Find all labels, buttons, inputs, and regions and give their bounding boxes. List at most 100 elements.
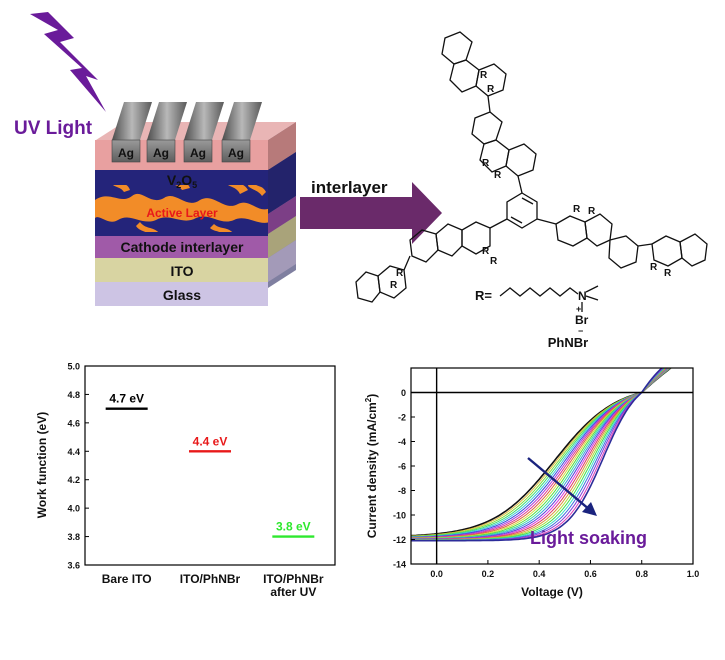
side-chain-label: R=: [475, 288, 492, 303]
chart1-y-axis: 3.6 3.8 4.0 4.2 4.4 4.6 4.8 5.0: [67, 362, 89, 571]
lightning-bolt-icon: [30, 12, 106, 112]
interlayer-label: interlayer: [311, 178, 388, 197]
work-function-chart: 3.6 3.8 4.0 4.2 4.4 4.6 4.8 5.0 4.7 eV 4.4 eV 3.8…: [35, 362, 336, 599]
substituent-r-11: R: [396, 268, 404, 279]
chart2-x-axis-label: Voltage (V): [521, 585, 583, 599]
jv-curve: [411, 368, 668, 540]
chart1-frame: [84, 365, 336, 566]
ag-label-2: Ag: [153, 146, 169, 160]
minus-charge-label: −: [578, 326, 583, 336]
chart2-y-tick-label: -2: [398, 413, 406, 423]
chart2-y-axis-label: Current density (mA/cm2): [364, 394, 379, 538]
v2o5-label: V2O5: [167, 172, 197, 190]
jv-curve: [411, 368, 669, 540]
chart1-category-label: Bare ITO: [102, 572, 152, 586]
interlayer-arrow: [300, 182, 442, 244]
work-function-value-label: 4.7 eV: [109, 392, 144, 406]
substituent-r-10: R: [664, 268, 672, 279]
chart2-x-tick-label: 0.8: [635, 569, 648, 579]
jv-curve: [411, 368, 670, 539]
phnbr-molecule: [355, 31, 708, 312]
ito-side: [268, 216, 296, 258]
chart1-y-tick-label: 3.8: [67, 532, 80, 542]
substituent-r-4: R: [494, 170, 502, 181]
chart2-axes: 0.0 0.2 0.4 0.6 0.8 1.0 -14 -12 -10 -8 -6 -4 -2 0: [393, 368, 699, 579]
substituent-r-12: R: [390, 280, 398, 291]
glass-label: Glass: [163, 287, 201, 303]
jv-curve: [411, 368, 663, 542]
chart1-y-tick-label: 3.6: [67, 561, 80, 571]
jv-curve: [411, 368, 671, 538]
chart2-x-tick-label: 0.6: [584, 569, 597, 579]
substituent-r-7: R: [482, 246, 490, 257]
light-soaking-arrow: [527, 457, 591, 511]
ito-layer: [95, 258, 268, 282]
chart2-y-tick-label: -8: [398, 486, 406, 496]
v2o5-side: [268, 122, 296, 170]
active-side: [268, 152, 296, 214]
glass-side: [268, 240, 296, 282]
light-soaking-label: Light soaking: [530, 528, 647, 548]
cathode-side: [268, 196, 296, 234]
chart2-x-tick-label: 0.0: [430, 569, 443, 579]
chart2-y-tick-label: -14: [393, 560, 406, 570]
ito-label: ITO: [170, 263, 193, 279]
ag-label-4: Ag: [228, 146, 244, 160]
chart2-y-tick-label: -4: [398, 437, 406, 447]
molecule-name: PhNBr: [548, 335, 588, 350]
chart1-marks: 4.7 eV 4.4 eV 3.8 eV: [105, 392, 315, 538]
ag-label-1: Ag: [118, 146, 134, 160]
plus-charge-label: +: [576, 304, 581, 314]
chart1-category-label: ITO/PhNBr: [180, 572, 241, 586]
chart2-y-tick-label: -10: [393, 511, 406, 521]
jv-curve: [411, 368, 669, 540]
chart2-y-tick-label: -12: [393, 535, 406, 545]
uv-light-label: UV Light: [14, 118, 93, 139]
ag-electrodes: [111, 102, 262, 163]
substituent-r-9: R: [650, 262, 658, 273]
substituent-r-2: R: [487, 84, 495, 95]
active-layer-label: Active Layer: [146, 206, 218, 220]
ag-label-3: Ag: [190, 146, 206, 160]
jv-curve: [411, 368, 671, 538]
chart1-y-tick-label: 4.6: [67, 418, 80, 428]
device-stack: Ag Ag Ag Ag V2O5 Active Layer Cathode in…: [95, 102, 296, 306]
jv-curve: [411, 368, 670, 539]
chart1-category-label: ITO/PhNBr: [263, 572, 324, 586]
nitrogen-label: N: [578, 289, 587, 303]
work-function-value-label: 4.4 eV: [193, 434, 228, 448]
jv-curve: [411, 368, 668, 540]
jv-curve: [411, 368, 670, 539]
substituent-r-5: R: [573, 204, 581, 215]
chart2-y-tick-label: -6: [398, 462, 406, 472]
chart1-y-tick-label: 5.0: [67, 362, 80, 372]
chart1-y-tick-label: 4.2: [67, 475, 80, 485]
substituent-r-6: R: [588, 206, 596, 217]
chart2-y-tick-label: 0: [401, 388, 406, 398]
substituent-r-1: R: [480, 70, 488, 81]
chart1-category-label: after UV: [270, 585, 316, 599]
chart1-y-tick-label: 4.4: [67, 447, 80, 457]
chart2-x-tick-label: 0.4: [533, 569, 546, 579]
cathode-label: Cathode interlayer: [121, 239, 244, 255]
chart2-x-tick-label: 0.2: [482, 569, 495, 579]
chart2-x-tick-label: 1.0: [687, 569, 700, 579]
chart1-y-tick-label: 4.0: [67, 504, 80, 514]
glass-layer: [95, 282, 268, 306]
substituent-r-3: R: [482, 158, 490, 169]
active-layer-blobs: [95, 185, 268, 232]
light-soaking-arrowhead: [582, 502, 597, 516]
jv-curves: [411, 368, 673, 542]
work-function-value-label: 3.8 eV: [276, 520, 311, 534]
jv-curve: [411, 368, 671, 538]
jv-curve: [411, 368, 671, 538]
cathode-layer: [95, 236, 268, 258]
bromide-label: Br: [575, 313, 589, 327]
substituent-r-8: R: [490, 256, 498, 267]
jv-curve: [411, 368, 670, 539]
chart1-y-tick-label: 4.8: [67, 390, 80, 400]
chart1-y-axis-label: Work function (eV): [35, 412, 49, 518]
jv-curve-chart: 0.0 0.2 0.4 0.6 0.8 1.0 -14 -12 -10 -8 -6 -4 -2 0 Cur…: [364, 367, 699, 599]
